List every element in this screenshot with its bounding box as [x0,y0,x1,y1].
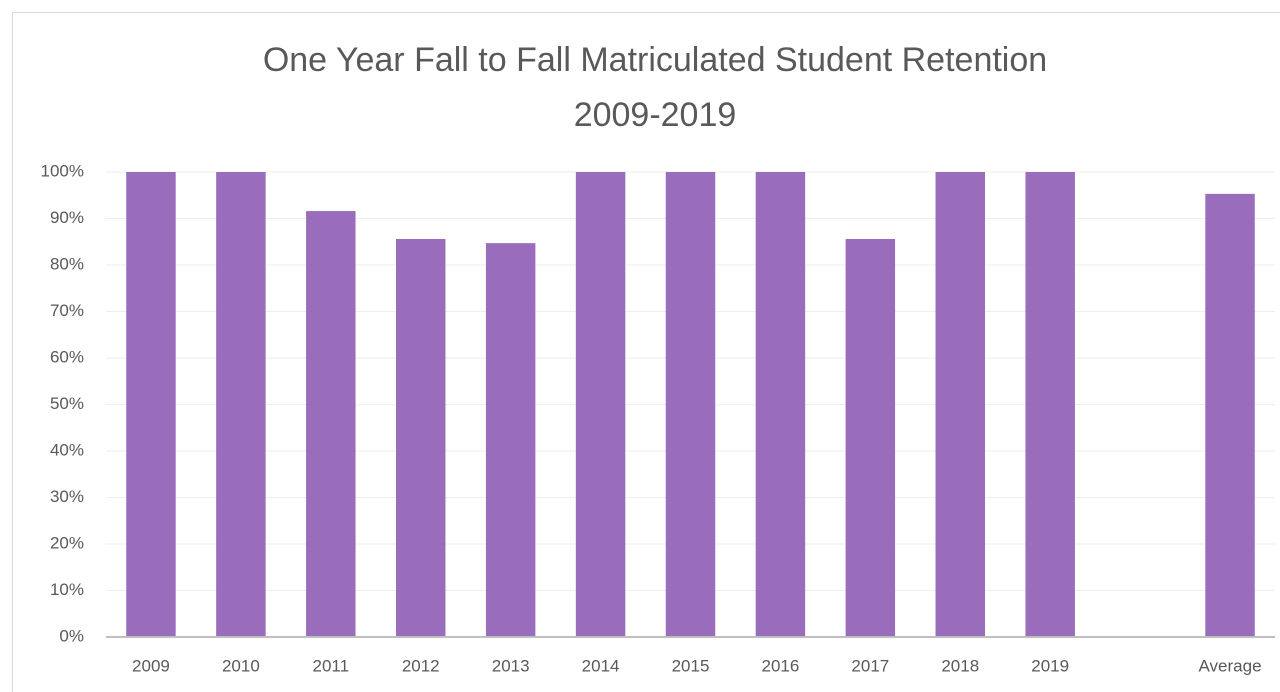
x-tick-label: 2010 [222,656,260,675]
x-tick-label: 2015 [672,656,710,675]
x-tick-label: 2017 [851,656,889,675]
bar [396,238,446,637]
bar [935,172,985,637]
bar [755,172,806,637]
x-tick-label: 2016 [762,656,800,675]
bar [485,243,536,637]
bar [665,172,716,637]
x-tick-label: 2014 [582,656,620,675]
y-tick-label: 100% [41,161,84,180]
x-tick-label: 2012 [402,656,440,675]
y-tick-label: 20% [50,533,84,552]
bar [845,238,896,637]
x-tick-label: Average [1199,656,1262,675]
x-tick-label: 2019 [1031,656,1069,675]
bar [216,172,266,637]
x-tick-label: 2009 [132,656,170,675]
bar [1025,172,1075,637]
bar [1205,193,1255,638]
y-tick-label: 30% [50,487,84,506]
chart-title: One Year Fall to Fall Matriculated Stude… [263,41,1047,79]
y-tick-label: 80% [50,254,84,273]
y-tick-label: 70% [50,301,84,320]
x-tick-label: 2011 [313,656,350,675]
y-tick-label: 0% [59,626,84,645]
chart-title: 2009-2019 [574,96,737,134]
y-tick-label: 50% [50,394,84,413]
x-tick-label: 2018 [941,656,979,675]
bar [575,172,626,637]
x-tick-label: 2013 [492,656,530,675]
y-tick-label: 10% [50,580,84,599]
bar [126,172,176,637]
bar [306,211,356,637]
y-tick-label: 60% [50,347,84,366]
chart-border [12,12,1280,692]
y-tick-label: 90% [50,208,84,227]
y-tick-label: 40% [50,440,84,459]
